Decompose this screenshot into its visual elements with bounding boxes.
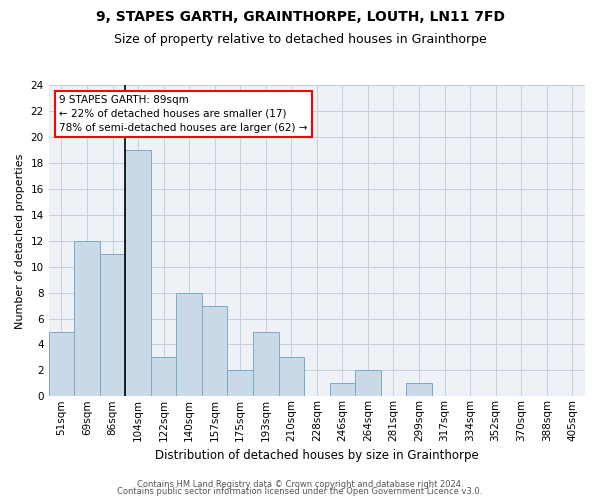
Bar [329,384,355,396]
Bar [74,241,100,396]
Bar [278,358,304,397]
Bar [202,306,227,396]
Text: 9, STAPES GARTH, GRAINTHORPE, LOUTH, LN11 7FD: 9, STAPES GARTH, GRAINTHORPE, LOUTH, LN1… [95,10,505,24]
Bar [49,332,74,396]
Bar [125,150,151,396]
Bar [355,370,380,396]
Bar [253,332,278,396]
Bar [406,384,432,396]
Bar [100,254,125,396]
Text: 9 STAPES GARTH: 89sqm
← 22% of detached houses are smaller (17)
78% of semi-deta: 9 STAPES GARTH: 89sqm ← 22% of detached … [59,95,308,133]
Bar [151,358,176,397]
Bar [227,370,253,396]
X-axis label: Distribution of detached houses by size in Grainthorpe: Distribution of detached houses by size … [155,450,479,462]
Bar [176,292,202,397]
Text: Contains public sector information licensed under the Open Government Licence v3: Contains public sector information licen… [118,487,482,496]
Text: Size of property relative to detached houses in Grainthorpe: Size of property relative to detached ho… [113,32,487,46]
Y-axis label: Number of detached properties: Number of detached properties [15,153,25,328]
Text: Contains HM Land Registry data © Crown copyright and database right 2024.: Contains HM Land Registry data © Crown c… [137,480,463,489]
